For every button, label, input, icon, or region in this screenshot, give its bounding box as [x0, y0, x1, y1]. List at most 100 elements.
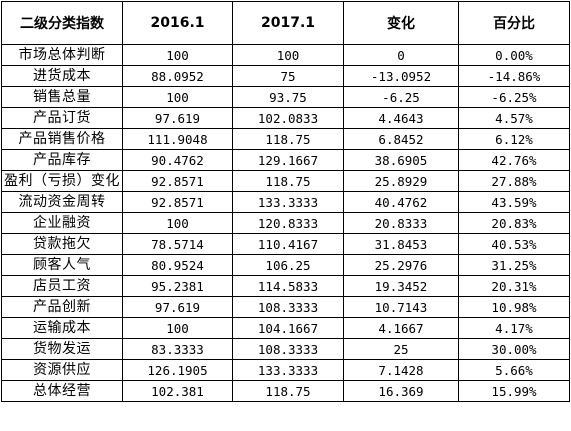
row-label: 盈利（亏损）变化 [1, 170, 123, 192]
value-2017: 93.75 [232, 86, 344, 108]
value-2016: 92.8571 [122, 191, 233, 213]
table-row: 产品创新 97.619 108.3333 10.7143 10.98% [1, 296, 570, 318]
table-row: 店员工资 95.2381 114.5833 19.3452 20.31% [1, 275, 570, 297]
header-2017: 2017.1 [232, 1, 344, 45]
header-percent: 百分比 [458, 1, 570, 45]
table-row: 市场总体判断 100 100 0 0.00% [1, 44, 570, 66]
change-value: -6.25 [343, 86, 459, 108]
header-category: 二级分类指数 [1, 1, 123, 45]
value-2017: 129.1667 [232, 149, 344, 171]
value-2017: 104.1667 [232, 317, 344, 339]
row-label: 产品库存 [1, 149, 123, 171]
row-label: 顾客人气 [1, 254, 123, 276]
table-row: 运输成本 100 104.1667 4.1667 4.17% [1, 317, 570, 339]
value-2016: 126.1905 [122, 359, 233, 381]
table-row: 总体经营 102.381 118.75 16.369 15.99% [1, 380, 570, 402]
percent-value: 5.66% [458, 359, 570, 381]
index-change-table: 二级分类指数 2016.1 2017.1 变化 百分比 市场总体判断 100 100… [1, 1, 570, 402]
percent-value: -14.86% [458, 65, 570, 87]
value-2017: 118.75 [232, 128, 344, 150]
percent-value: 31.25% [458, 254, 570, 276]
value-2016: 92.8571 [122, 170, 233, 192]
change-value: 19.3452 [343, 275, 459, 297]
value-2017: 110.4167 [232, 233, 344, 255]
row-label: 产品创新 [1, 296, 123, 318]
value-2016: 111.9048 [122, 128, 233, 150]
percent-value: 4.17% [458, 317, 570, 339]
value-2017: 133.3333 [232, 359, 344, 381]
value-2016: 97.619 [122, 107, 233, 129]
table-row: 资源供应 126.1905 133.3333 7.1428 5.66% [1, 359, 570, 381]
value-2016: 88.0952 [122, 65, 233, 87]
row-label: 总体经营 [1, 380, 123, 402]
change-value: 0 [343, 44, 459, 66]
value-2016: 97.619 [122, 296, 233, 318]
table-row: 产品订货 97.619 102.0833 4.4643 4.57% [1, 107, 570, 129]
percent-value: 42.76% [458, 149, 570, 171]
percent-value: 40.53% [458, 233, 570, 255]
value-2017: 108.3333 [232, 338, 344, 360]
table-row: 产品销售价格 111.9048 118.75 6.8452 6.12% [1, 128, 570, 150]
value-2016: 102.381 [122, 380, 233, 402]
change-value: 25.8929 [343, 170, 459, 192]
value-2017: 100 [232, 44, 344, 66]
table-header: 二级分类指数 2016.1 2017.1 变化 百分比 [1, 1, 570, 45]
table-row: 进货成本 88.0952 75 -13.0952 -14.86% [1, 65, 570, 87]
change-value: 16.369 [343, 380, 459, 402]
table-row: 产品库存 90.4762 129.1667 38.6905 42.76% [1, 149, 570, 171]
value-2017: 114.5833 [232, 275, 344, 297]
percent-value: 4.57% [458, 107, 570, 129]
row-label: 产品销售价格 [1, 128, 123, 150]
value-2016: 100 [122, 44, 233, 66]
value-2017: 118.75 [232, 380, 344, 402]
row-label: 运输成本 [1, 317, 123, 339]
value-2016: 95.2381 [122, 275, 233, 297]
change-value: 7.1428 [343, 359, 459, 381]
value-2017: 118.75 [232, 170, 344, 192]
value-2017: 133.3333 [232, 191, 344, 213]
value-2016: 90.4762 [122, 149, 233, 171]
table-row: 货物发运 83.3333 108.3333 25 30.00% [1, 338, 570, 360]
value-2017: 102.0833 [232, 107, 344, 129]
value-2016: 100 [122, 317, 233, 339]
value-2016: 100 [122, 86, 233, 108]
change-value: 6.8452 [343, 128, 459, 150]
percent-value: 0.00% [458, 44, 570, 66]
value-2017: 106.25 [232, 254, 344, 276]
value-2016: 100 [122, 212, 233, 234]
row-label: 进货成本 [1, 65, 123, 87]
change-value: 40.4762 [343, 191, 459, 213]
change-value: 20.8333 [343, 212, 459, 234]
value-2017: 75 [232, 65, 344, 87]
header-row: 二级分类指数 2016.1 2017.1 变化 百分比 [1, 1, 570, 45]
row-label: 货物发运 [1, 338, 123, 360]
table-row: 流动资金周转 92.8571 133.3333 40.4762 43.59% [1, 191, 570, 213]
row-label: 店员工资 [1, 275, 123, 297]
table-body: 市场总体判断 100 100 0 0.00% 进货成本 88.0952 75 -13.0952-… [1, 44, 570, 402]
percent-value: 20.31% [458, 275, 570, 297]
table-row: 盈利（亏损）变化 92.8571 118.75 25.8929 27.88% [1, 170, 570, 192]
value-2016: 78.5714 [122, 233, 233, 255]
header-2016: 2016.1 [122, 1, 233, 45]
row-label: 市场总体判断 [1, 44, 123, 66]
table-row: 销售总量 100 93.75 -6.25 -6.25% [1, 86, 570, 108]
row-label: 贷款拖欠 [1, 233, 123, 255]
change-value: 31.8453 [343, 233, 459, 255]
change-value: 25.2976 [343, 254, 459, 276]
value-2016: 83.3333 [122, 338, 233, 360]
percent-value: 27.88% [458, 170, 570, 192]
row-label: 资源供应 [1, 359, 123, 381]
change-value: 38.6905 [343, 149, 459, 171]
row-label: 流动资金周转 [1, 191, 123, 213]
table-row: 企业融资 100 120.8333 20.8333 20.83% [1, 212, 570, 234]
percent-value: 30.00% [458, 338, 570, 360]
change-value: 4.1667 [343, 317, 459, 339]
change-value: 10.7143 [343, 296, 459, 318]
percent-value: 6.12% [458, 128, 570, 150]
row-label: 销售总量 [1, 86, 123, 108]
change-value: -13.0952 [343, 65, 459, 87]
table-row: 贷款拖欠 78.5714 110.4167 31.8453 40.53% [1, 233, 570, 255]
change-value: 25 [343, 338, 459, 360]
percent-value: 20.83% [458, 212, 570, 234]
